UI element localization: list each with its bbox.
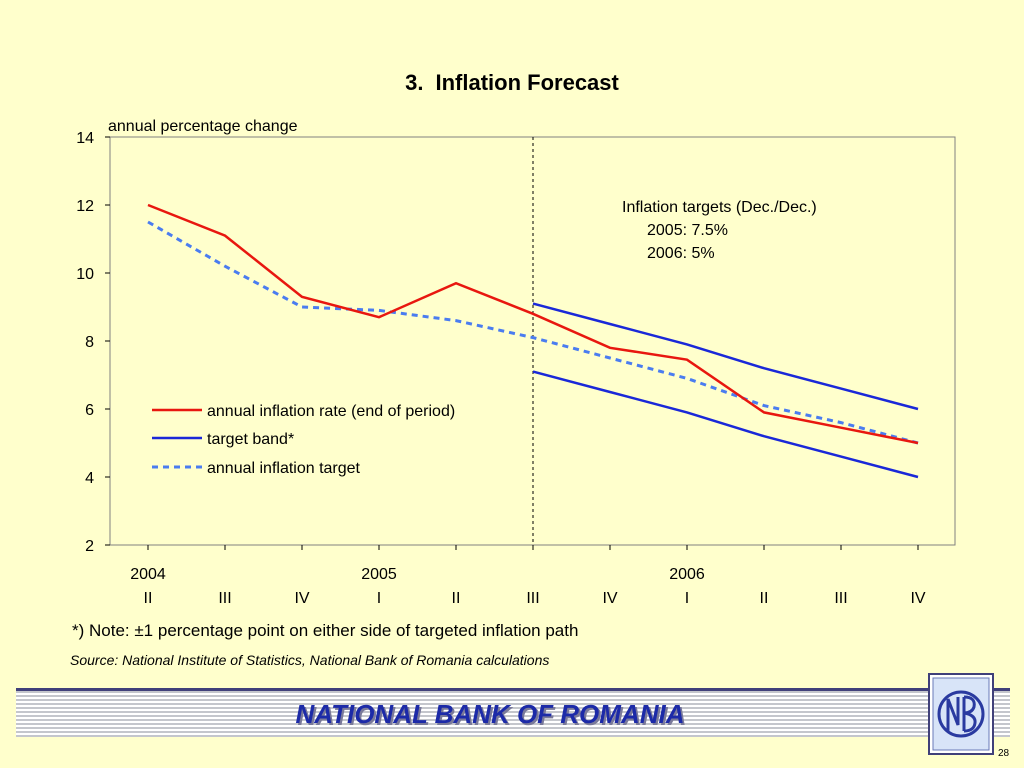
x-tick-label: I (377, 590, 381, 607)
annotation-line-2006: 2006: 5% (647, 245, 715, 262)
x-year-label: 2004 (130, 566, 166, 583)
legend-label: target band* (207, 431, 294, 448)
footer-band (16, 688, 1010, 737)
footnote: *) Note: ±1 percentage point on either s… (72, 621, 579, 640)
series-line-target-band-lower (532, 370, 919, 479)
annotation-line-2005: 2005: 7.5% (647, 222, 728, 239)
series-line-target-band-upper (532, 302, 919, 411)
x-year-label: 2006 (669, 566, 705, 583)
slide-title-text: Inflation Forecast (435, 70, 619, 95)
y-axis-label: annual percentage change (108, 118, 298, 135)
x-tick-label: IV (294, 590, 309, 607)
source-note: Source: National Institute of Statistics… (70, 652, 550, 668)
series-line-annual-inflation-rate (147, 203, 919, 445)
x-tick-label: IV (910, 590, 925, 607)
x-tick-label: I (685, 590, 689, 607)
bank-name: NATIONAL BANK OF ROMANIA (295, 699, 685, 729)
x-year-label: 2005 (361, 566, 397, 583)
series-line-annual-inflation-target (147, 220, 919, 445)
y-tick-label: 12 (76, 198, 94, 215)
x-tick-label: III (218, 590, 231, 607)
slide-title-number: 3. (405, 70, 424, 95)
x-tick-label: II (144, 590, 153, 607)
y-tick-label: 2 (85, 538, 94, 555)
x-tick-label: II (452, 590, 461, 607)
page-number: 28 (998, 748, 1010, 759)
slide-title: 3. Inflation Forecast (0, 70, 1024, 96)
y-tick-label: 10 (76, 266, 94, 283)
annotation-title: Inflation targets (Dec./Dec.) (622, 199, 817, 216)
y-tick-label: 8 (85, 334, 94, 351)
y-tick-label: 4 (85, 470, 94, 487)
legend-label: annual inflation rate (end of period) (207, 403, 455, 420)
y-tick-label: 14 (76, 130, 94, 147)
bnr-logo (928, 673, 994, 755)
x-tick-label: II (760, 590, 769, 607)
x-tick-label: III (834, 590, 847, 607)
x-tick-label: III (526, 590, 539, 607)
legend-label: annual inflation target (207, 460, 361, 477)
x-tick-label: IV (602, 590, 617, 607)
y-tick-label: 6 (85, 402, 94, 419)
